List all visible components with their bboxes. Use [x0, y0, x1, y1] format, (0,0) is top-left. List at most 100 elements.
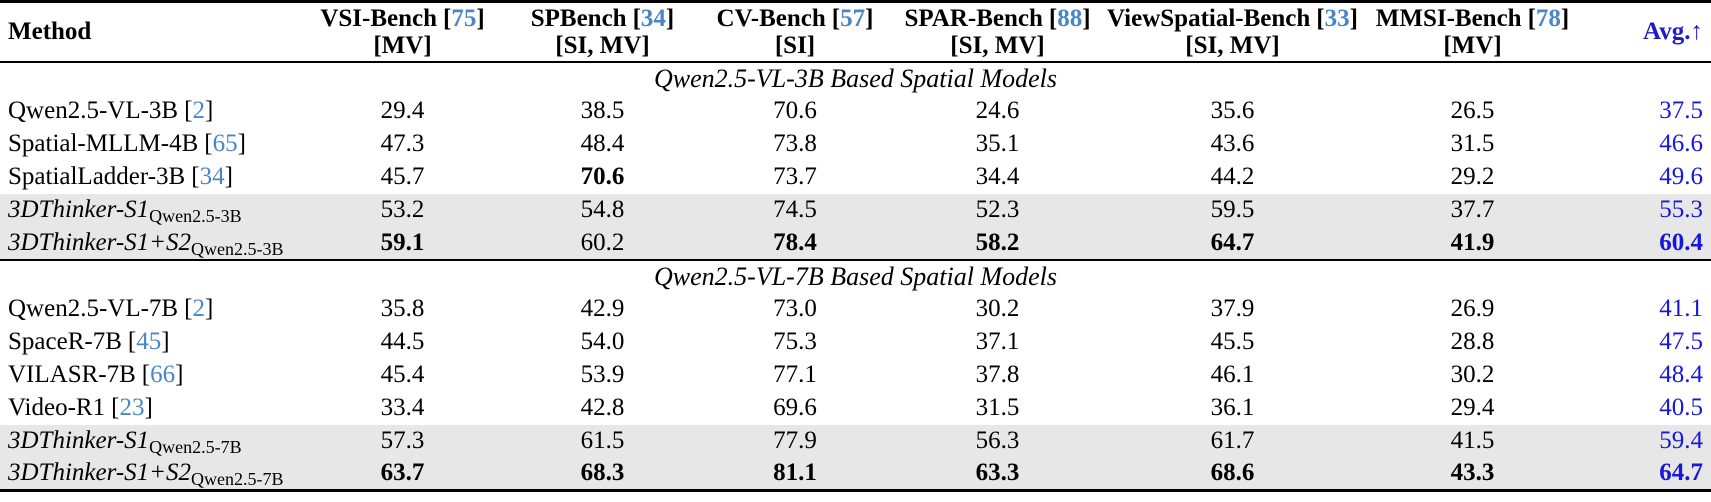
citation-link[interactable]: [57] [831, 4, 874, 32]
method-subscript: Qwen2.5-3B [191, 238, 284, 259]
score-cell: 42.9 [580, 295, 625, 322]
citation-link[interactable]: [23] [111, 394, 153, 421]
method-cell: 3DThinker-S1Qwen2.5-3B [0, 193, 300, 227]
score-cell: 73.7 [773, 163, 817, 190]
score-cell: 74.5 [700, 193, 890, 227]
citation-link[interactable]: [75] [443, 4, 485, 32]
citation-link[interactable]: [65] [204, 130, 246, 157]
score-cell: 68.3 [505, 457, 700, 491]
citation-link[interactable]: [45] [128, 328, 170, 355]
col-header-avg: Avg.↑ [1585, 1, 1711, 63]
method-cell: 3DThinker-S1Qwen2.5-7B [0, 424, 300, 458]
score-cell: 41.9 [1360, 226, 1585, 260]
score-cell: 64.7 [1105, 226, 1360, 260]
score-cell: 57.3 [300, 424, 505, 458]
avg-cell: 40.5 [1659, 394, 1703, 421]
score-cell: 70.6 [773, 97, 817, 124]
bracket-close: ] [237, 130, 246, 157]
col-header-spar-bench: SPAR-Bench [88] [SI, MV] [890, 1, 1105, 63]
col-header-method: Method [0, 1, 300, 63]
score-cell: 24.6 [975, 97, 1020, 124]
score-cell: 38.5 [580, 97, 625, 124]
score-cell: 29.2 [1450, 163, 1495, 190]
score-cell: 45.7 [380, 163, 425, 190]
score-cell: 77.1 [773, 361, 817, 388]
score-cell: 28.8 [1450, 328, 1495, 355]
score-cell: 69.6 [773, 394, 817, 421]
score-cell: 56.3 [890, 424, 1105, 458]
bracket-open: [ [184, 97, 193, 124]
citation-link[interactable]: [33] [1316, 4, 1358, 32]
bracket-close: ] [204, 295, 214, 322]
score-cell: 26.9 [1450, 295, 1495, 322]
avg-cell: 59.4 [1585, 424, 1711, 458]
citation-number: 75 [451, 4, 477, 32]
citation-link[interactable]: [78] [1527, 4, 1570, 32]
bench-tags: [MV] [373, 31, 432, 59]
col-header-spbench: SPBench [34] [SI, MV] [505, 1, 700, 63]
score-cell: 31.5 [1450, 130, 1495, 157]
score-cell: 47.3 [380, 130, 425, 157]
score-cell: 31.5 [975, 394, 1020, 421]
bench-tags: [MV] [1443, 31, 1502, 59]
method-cell: VILASR-7B [66] [0, 359, 300, 392]
score-cell: 70.6 [580, 163, 625, 190]
citation-number: 33 [1324, 4, 1350, 32]
citation-number: 65 [212, 130, 238, 157]
section-header-row: Qwen2.5-VL-3B Based Spatial Models [0, 62, 1711, 95]
citation-link[interactable]: [34] [191, 163, 233, 190]
section-title: Qwen2.5-VL-7B Based Spatial Models [0, 258, 1711, 293]
citation-link[interactable]: [2] [184, 97, 213, 124]
score-cell: 34.4 [975, 163, 1020, 190]
score-cell: 63.3 [890, 457, 1105, 491]
bench-name: SPBench [530, 4, 627, 32]
citation-number: 57 [840, 4, 866, 32]
bench-name: SPAR-Bench [904, 4, 1043, 32]
score-cell: 29.4 [380, 97, 425, 124]
score-cell: 44.5 [380, 328, 425, 355]
citation-link[interactable]: [88] [1048, 4, 1091, 32]
score-cell: 35.6 [1210, 97, 1255, 124]
score-cell: 54.0 [580, 328, 625, 355]
score-cell: 52.3 [890, 193, 1105, 227]
score-cell: 45.4 [380, 361, 425, 388]
table-row: 3DThinker-S1Qwen2.5-3B 53.2 54.8 74.5 52.3 59… [0, 193, 1711, 227]
score-cell: 59.1 [300, 226, 505, 260]
table-row: 3DThinker-S1+S2Qwen2.5-7B 63.7 68.3 81.1 63.… [0, 457, 1711, 491]
method-header-label: Method [8, 17, 92, 45]
citation-link[interactable]: [34] [632, 4, 675, 32]
citation-number: 34 [199, 163, 225, 190]
method-name: 3DThinker-S1 [8, 427, 150, 454]
citation-link[interactable]: [66] [142, 361, 184, 388]
method-name: SpaceR-7B [8, 328, 122, 355]
citation-number: 2 [192, 97, 205, 124]
table-row: Qwen2.5-VL-7B [2] 35.8 42.9 73.0 30.2 37.9 26.9… [0, 293, 1711, 326]
score-cell: 36.1 [1210, 394, 1255, 421]
col-header-vsi-bench: VSI-Bench [75] [MV] [300, 1, 505, 63]
avg-cell: 37.5 [1659, 97, 1703, 124]
score-cell: 68.6 [1105, 457, 1360, 491]
section-title: Qwen2.5-VL-3B Based Spatial Models [654, 63, 1057, 93]
bench-name: CV-Bench [716, 4, 826, 32]
score-cell: 37.8 [975, 361, 1020, 388]
method-cell: 3DThinker-S1+S2Qwen2.5-7B [0, 457, 300, 491]
score-cell: 46.1 [1210, 361, 1255, 388]
avg-cell: 41.1 [1659, 295, 1703, 322]
score-cell: 75.3 [773, 328, 817, 355]
table-row: VILASR-7B [66] 45.4 53.9 77.1 37.8 46.1 30.2 48.… [0, 359, 1711, 392]
score-cell: 37.9 [1210, 295, 1255, 322]
table-row: Spatial-MLLM-4B [65] 47.3 48.4 73.8 35.1 43.6 3… [0, 128, 1711, 161]
score-cell: 42.8 [580, 394, 625, 421]
score-cell: 61.7 [1105, 424, 1360, 458]
citation-number: 88 [1057, 4, 1083, 32]
bench-name: ViewSpatial-Bench [1107, 4, 1311, 32]
col-header-mmsi-bench: MMSI-Bench [78] [MV] [1360, 1, 1585, 63]
citation-link[interactable]: [2] [184, 295, 213, 322]
bench-name: VSI-Bench [320, 4, 438, 32]
method-subscript: Qwen2.5-7B [191, 469, 284, 490]
method-cell: SpatialLadder-3B [34] [0, 161, 300, 194]
citation-number: 34 [640, 4, 666, 32]
score-cell: 35.8 [380, 295, 425, 322]
score-cell: 43.6 [1210, 130, 1255, 157]
bracket-open: [ [141, 361, 151, 388]
